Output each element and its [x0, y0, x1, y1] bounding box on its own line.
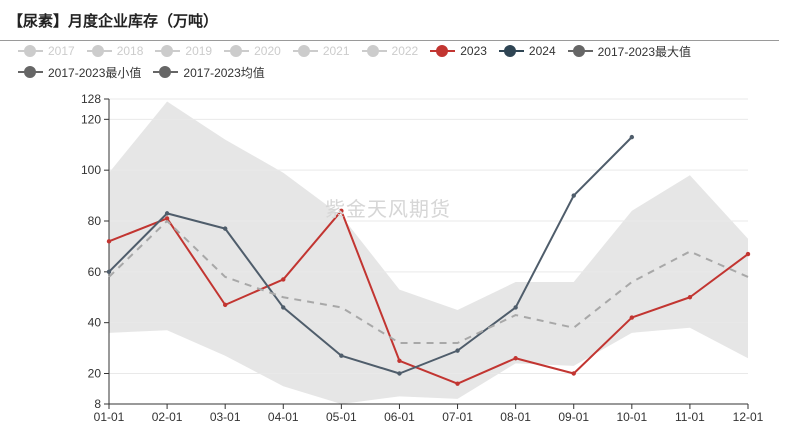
- x-tick-label: 09-01: [558, 410, 589, 424]
- y-tick-label: 128: [81, 92, 101, 106]
- data-point-2023: [397, 358, 402, 363]
- data-point-2023: [281, 277, 286, 282]
- legend-label: 2022: [391, 44, 419, 58]
- y-tick-label: 20: [88, 367, 102, 381]
- legend-marker-icon: [86, 44, 112, 58]
- data-point-2024: [397, 371, 402, 376]
- legend-marker-icon: [153, 65, 179, 79]
- legend-item-2017-2023最小值[interactable]: 2017-2023最小值: [18, 64, 141, 81]
- legend-row-1: 2017 2018 2019 2020 2021 2022 2023 2024 2017-202…: [18, 42, 703, 60]
- legend-marker-icon: [224, 44, 250, 58]
- series-line-2017-2023均值: [108, 220, 749, 344]
- legend-item-2017-2023最大值[interactable]: 2017-2023最大值: [567, 43, 692, 60]
- x-tick-label: 05-01: [326, 410, 357, 424]
- legend-marker-icon: [430, 44, 456, 58]
- legend-item-2019[interactable]: 2019: [155, 44, 212, 58]
- legend-label: 2017-2023最小值: [48, 65, 142, 80]
- data-point-2024: [339, 353, 344, 358]
- legend-item-2017[interactable]: 2017: [18, 44, 75, 58]
- legend-label: 2017-2023均值: [183, 65, 265, 80]
- legend-marker-icon: [155, 44, 181, 58]
- data-point-2024: [513, 305, 518, 310]
- watermark: 紫金天风期货: [325, 197, 451, 221]
- legend-marker-icon: [361, 44, 387, 58]
- title-divider: [0, 40, 779, 41]
- y-tick-label: 120: [81, 112, 101, 126]
- legend-item-2023[interactable]: 2023: [430, 44, 487, 58]
- y-tick-label: 8: [94, 397, 101, 411]
- data-point-2023: [106, 239, 112, 244]
- data-point-2023: [571, 371, 576, 376]
- x-tick-label: 07-01: [442, 410, 473, 424]
- data-point-2024: [571, 193, 576, 198]
- legend-label: 2021: [322, 44, 350, 58]
- series-line-2023: [108, 209, 749, 385]
- legend-label: 2019: [185, 44, 213, 58]
- data-point-2023: [629, 315, 635, 320]
- y-tick-label: 60: [88, 265, 102, 279]
- series-line-2024: [108, 136, 633, 375]
- x-tick-label: 08-01: [500, 410, 531, 424]
- legend-marker-icon: [18, 65, 43, 79]
- x-tick-label: 10-01: [616, 410, 647, 424]
- data-point-2024: [455, 348, 460, 353]
- legend-label: 2023: [460, 44, 487, 58]
- legend-item-2022[interactable]: 2022: [361, 44, 419, 58]
- y-tick-label: 40: [88, 316, 102, 330]
- legend-item-2017-2023均值[interactable]: 2017-2023均值: [153, 64, 265, 81]
- data-point-2024: [222, 226, 228, 231]
- data-point-2023: [164, 216, 170, 221]
- x-tick-label: 04-01: [268, 410, 299, 424]
- y-tick-label: 100: [81, 163, 101, 177]
- data-point-2023: [222, 302, 228, 308]
- legend-row-2: 2017-2023最小值 2017-2023均值: [18, 63, 277, 81]
- x-tick-label: 06-01: [384, 410, 415, 424]
- legend-label: 2024: [528, 44, 556, 58]
- x-tick-label: 03-01: [210, 410, 241, 424]
- legend-label: 2020: [254, 44, 281, 58]
- legend-marker-icon: [498, 44, 524, 58]
- legend-item-2024[interactable]: 2024: [498, 44, 556, 58]
- x-tick-label: 11-01: [675, 410, 705, 424]
- data-point-2024: [629, 134, 635, 140]
- legend-marker-icon: [18, 44, 43, 58]
- x-tick-label: 12-01: [733, 410, 764, 424]
- chart-title: 【尿素】月度企业库存（万吨）: [8, 12, 219, 30]
- x-tick-label: 02-01: [152, 410, 183, 424]
- legend-marker-icon: [567, 44, 593, 58]
- data-point-2024: [106, 269, 112, 275]
- data-point-2023: [687, 295, 693, 300]
- legend-label: 2017: [48, 44, 75, 58]
- y-tick-label: 80: [88, 214, 102, 228]
- data-point-2023: [513, 356, 518, 361]
- x-tick-label: 01-01: [94, 410, 125, 424]
- data-point-2023: [455, 381, 460, 386]
- data-point-2023: [745, 251, 751, 257]
- legend-item-2018[interactable]: 2018: [86, 44, 144, 58]
- legend-item-2020[interactable]: 2020: [224, 44, 281, 58]
- legend-item-2021[interactable]: 2021: [292, 44, 350, 58]
- data-point-2023: [339, 208, 344, 214]
- legend-label: 2018: [116, 44, 144, 58]
- max-min-band: [109, 101, 748, 405]
- legend-marker-icon: [292, 44, 318, 58]
- data-point-2024: [164, 211, 170, 216]
- data-point-2024: [281, 305, 286, 310]
- legend-label: 2017-2023最大值: [597, 44, 692, 59]
